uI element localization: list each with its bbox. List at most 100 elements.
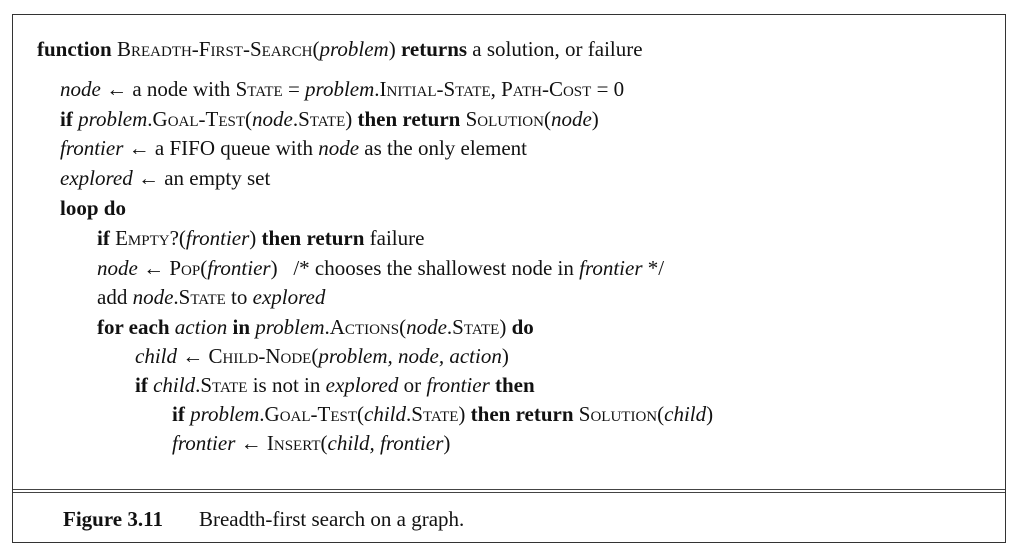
code-text: failure — [364, 226, 425, 250]
code-text: ) — [443, 431, 451, 455]
keyword: if — [60, 107, 79, 131]
code-text: ( — [657, 402, 665, 426]
code-text: or — [398, 373, 427, 397]
code-text: add — [97, 285, 133, 309]
keyword: if — [135, 373, 154, 397]
code-text: ( — [357, 402, 365, 426]
code-line: if problem.Goal-Test(node.State) then re… — [60, 107, 599, 131]
code-text: ← a node with — [100, 77, 236, 101]
code-text: . — [324, 315, 330, 339]
code-text: ) — [388, 37, 401, 61]
figure-number: Figure 3.11 — [63, 507, 163, 531]
function-name: State — [298, 107, 346, 131]
code-text: = — [282, 77, 306, 101]
variable: node — [550, 107, 592, 131]
code-text: to — [225, 285, 253, 309]
code-text: ( — [200, 256, 208, 280]
code-text: ) — [501, 344, 509, 368]
function-name: State — [178, 285, 226, 309]
function-name: Goal-Test — [264, 402, 358, 426]
code-text: ← a FIFO queue with — [123, 136, 319, 160]
code-line: if problem.Goal-Test(child.State) then r… — [172, 402, 713, 426]
function-name: State — [411, 402, 459, 426]
function-name: Child-Node — [208, 344, 312, 368]
code-line: add node.State to explored — [97, 285, 325, 309]
code-text: a solution, or failure — [467, 37, 643, 61]
function-name: Pop — [169, 256, 201, 280]
code-text: ( — [245, 107, 253, 131]
variable: child — [664, 402, 707, 426]
code-text: ) — [706, 402, 714, 426]
function-name: Insert — [266, 431, 321, 455]
code-text: ( — [312, 37, 320, 61]
code-line: if child.State is not in explored or fro… — [135, 373, 535, 397]
variable: problem — [305, 77, 375, 101]
function-name: Actions — [329, 315, 400, 339]
variable: explored — [60, 166, 133, 190]
variable: node — [97, 256, 138, 280]
code-text: ( — [399, 315, 407, 339]
code-text: ← an empty set — [132, 166, 271, 190]
variable: node — [406, 315, 447, 339]
variable: node — [132, 285, 174, 309]
code-text: */ — [642, 256, 665, 280]
keyword: then return — [470, 402, 579, 426]
code-line: loop do — [60, 196, 126, 220]
variable: problem — [319, 37, 389, 61]
function-name: Solution — [465, 107, 544, 131]
keyword: loop do — [60, 196, 126, 220]
function-name: Path-Cost — [501, 77, 592, 101]
variable: explored — [252, 285, 326, 309]
code-line: frontier ← Insert(child, frontier) — [172, 431, 450, 455]
code-text: . — [292, 107, 299, 131]
code-text: ( — [311, 344, 319, 368]
code-text: = 0 — [591, 77, 625, 101]
code-text: . — [173, 285, 179, 309]
keyword: then return — [261, 226, 365, 250]
keyword: then return — [357, 107, 466, 131]
code-text: . — [406, 402, 412, 426]
code-line: explored ← an empty set — [60, 166, 270, 190]
pseudocode: function Breadth-First-Search(problem) r… — [13, 15, 1005, 490]
code-text: . — [374, 77, 380, 101]
code-text: . — [195, 373, 201, 397]
variable: frontier — [185, 226, 250, 250]
figure-box: function Breadth-First-Search(problem) r… — [12, 14, 1006, 543]
code-text: ← — [137, 256, 170, 280]
code-line: for each action in problem.Actions(node.… — [97, 315, 534, 339]
keyword: function — [37, 37, 117, 61]
variable: frontier — [60, 136, 124, 160]
code-text: . — [446, 315, 453, 339]
function-name: Solution — [578, 402, 658, 426]
code-line: function Breadth-First-Search(problem) r… — [37, 37, 643, 61]
keyword: if — [97, 226, 116, 250]
code-line: frontier ← a FIFO queue with node as the… — [60, 136, 527, 160]
variable: problem — [78, 107, 148, 131]
code-text: ) — [345, 107, 358, 131]
code-text: ) — [249, 226, 262, 250]
keyword: if — [172, 402, 191, 426]
keyword: for each — [97, 315, 175, 339]
variable: action — [174, 315, 228, 339]
code-text: , — [490, 77, 502, 101]
function-name: State — [200, 373, 248, 397]
code-line: if Empty?(frontier) then return failure — [97, 226, 424, 250]
variable: frontier — [172, 431, 236, 455]
variable: frontier — [579, 256, 643, 280]
variable: frontier — [426, 373, 490, 397]
figure-caption: Figure 3.11 Breadth-first search on a gra… — [63, 507, 464, 532]
code-text: ( — [320, 431, 328, 455]
function-name: State — [452, 315, 500, 339]
variable: frontier — [207, 256, 271, 280]
variable: child, frontier — [327, 431, 444, 455]
keyword: returns — [400, 37, 468, 61]
keyword: in — [227, 315, 256, 339]
code-text: ← — [235, 431, 267, 455]
code-line: node ← Pop(frontier) /* chooses the shal… — [97, 256, 664, 280]
code-text: ) — [499, 315, 512, 339]
keyword: then — [489, 373, 535, 397]
function-name: Initial-State — [379, 77, 491, 101]
caption-text: Breadth-first search on a graph. — [198, 507, 465, 531]
function-name: Breadth-First-Search — [116, 37, 313, 61]
variable: child — [135, 344, 177, 368]
